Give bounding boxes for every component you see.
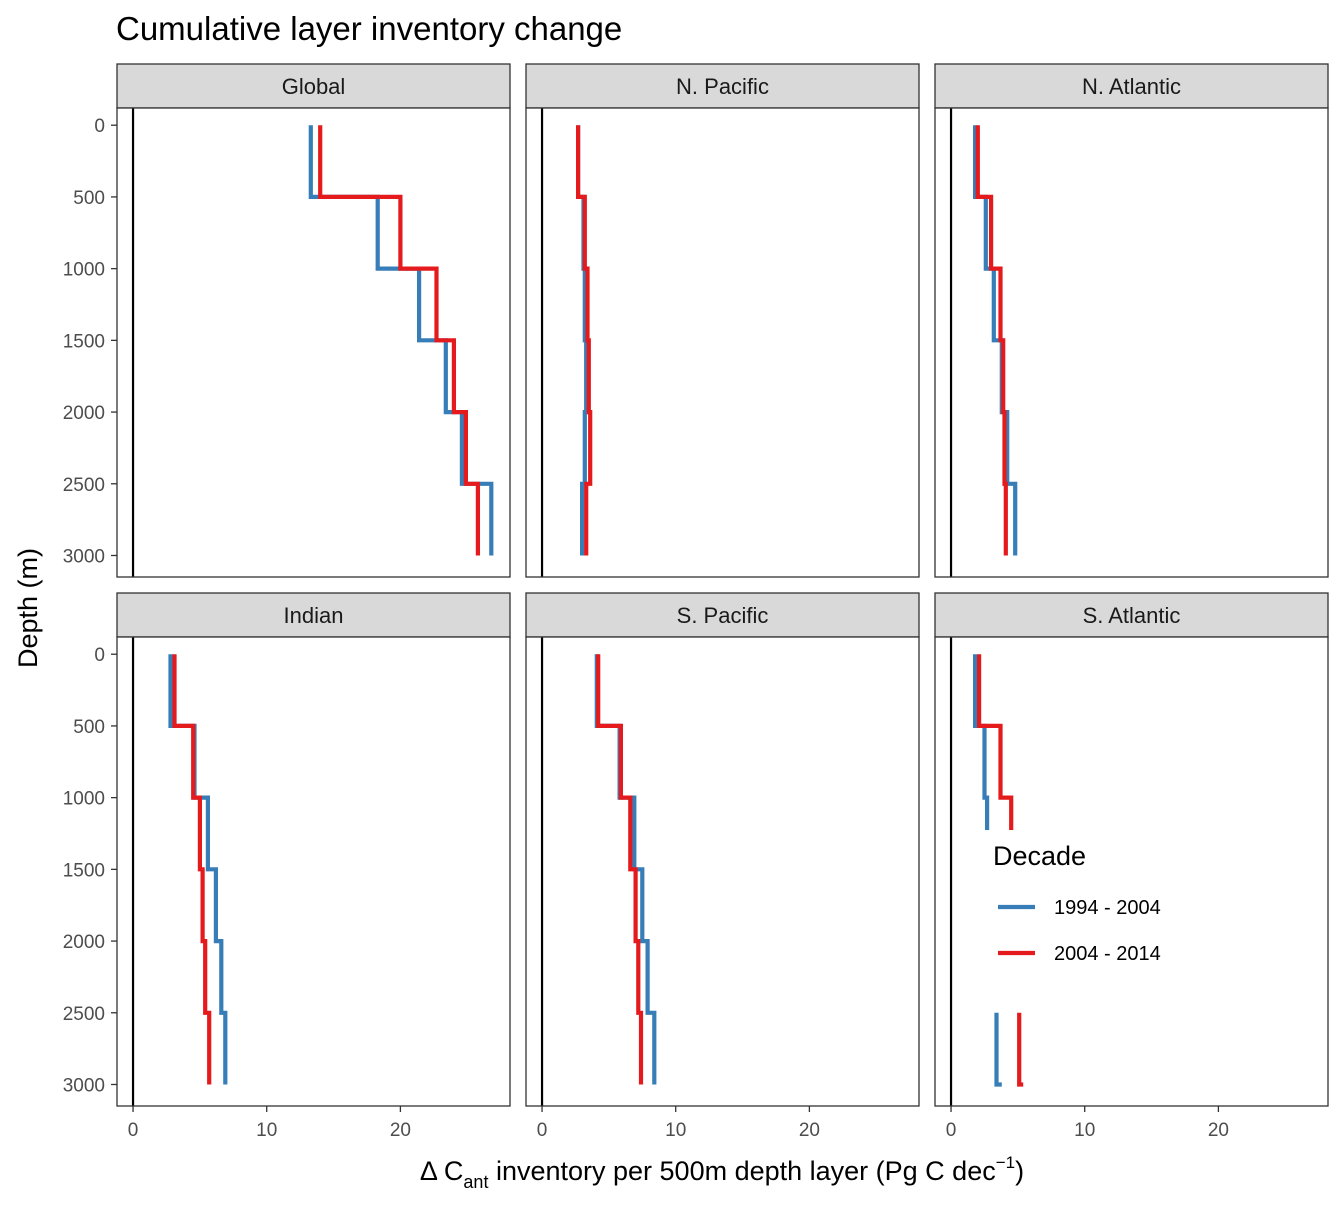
y-tick-label: 1500 [63, 860, 105, 881]
x-axis-title-delta: Δ C [420, 1156, 464, 1186]
x-axis-title-end: ) [1015, 1156, 1024, 1186]
strip-s-pacific [525, 592, 920, 638]
x-tick-label: 20 [1208, 1120, 1229, 1141]
panel-background [526, 637, 919, 1106]
strip-n-pacific [525, 63, 920, 109]
series-line-2004-2014-0 [975, 125, 1008, 556]
panel-n-pacific: N. Pacific [525, 63, 920, 578]
x-tick-label: 10 [665, 1120, 686, 1141]
y-tick-label: 3000 [63, 546, 105, 567]
x-axis-title-main: inventory per 500m depth layer (Pg C dec [488, 1156, 995, 1186]
legend-label: 2004 - 2014 [1054, 943, 1161, 965]
y-tick-label: 2000 [63, 932, 105, 953]
panel-indian: Indian 0 500 1000 1500 2000 2500 3000 0 10 20 [63, 592, 511, 1141]
series-line-1994-2004-0 [973, 654, 990, 870]
series-line-2004-2014-0 [977, 654, 1014, 870]
series-line-2004-2014-0 [596, 654, 644, 1085]
panel-s-pacific: S. Pacific 0 10 20 [525, 592, 920, 1141]
x-tick-label: 0 [946, 1120, 957, 1141]
panel-n-atlantic: N. Atlantic [934, 63, 1329, 578]
series-line-2004-2014-0 [576, 125, 593, 556]
y-tick-label: 0 [94, 645, 105, 666]
series-line-2004-2014-0 [318, 125, 480, 556]
y-axis-title: Depth (m) [13, 548, 43, 668]
y-tick-label: 1500 [63, 331, 105, 352]
strip-global [116, 63, 511, 109]
strip-s-atlantic [934, 592, 1329, 638]
panel-background [117, 108, 510, 577]
x-tick-label: 0 [537, 1120, 548, 1141]
x-axis-title-subscript: ant [463, 1172, 488, 1192]
y-tick-label: 1000 [63, 260, 105, 281]
panel-background [935, 108, 1328, 577]
x-axis-title: Δ Cant inventory per 500m depth layer (P… [420, 1153, 1024, 1192]
legend-title: Decade [993, 841, 1086, 871]
chart-title: Cumulative layer inventory change [116, 10, 622, 47]
legend-label: 1994 - 2004 [1054, 897, 1161, 919]
panel-border [525, 636, 920, 1107]
strip-label: S. Pacific [677, 603, 769, 628]
y-tick-label: 500 [73, 188, 105, 209]
panel-background [526, 108, 919, 577]
strip-label: S. Atlantic [1083, 603, 1181, 628]
strip-label: Indian [284, 603, 344, 628]
series-line-2004-2014-1 [1017, 1012, 1024, 1087]
strip-label: N. Pacific [676, 74, 769, 99]
y-tick-label: 0 [94, 116, 105, 137]
y-tick-label: 2500 [63, 475, 105, 496]
x-tick-label: 10 [1074, 1120, 1095, 1141]
panel-border [116, 107, 511, 578]
panel-border [116, 636, 511, 1107]
y-tick-label: 3000 [63, 1075, 105, 1096]
y-tick-label: 2000 [63, 403, 105, 424]
strip-label: Global [282, 74, 346, 99]
series-line-1994-2004-1 [994, 1012, 1002, 1087]
x-tick-label: 20 [390, 1120, 411, 1141]
x-axis-title-superscript: −1 [996, 1153, 1015, 1172]
strip-n-atlantic [934, 63, 1329, 109]
x-tick-label: 20 [799, 1120, 820, 1141]
y-tick-label: 2500 [63, 1004, 105, 1025]
panel-border [525, 107, 920, 578]
panel-global: Global 0 500 1000 1500 2000 2500 3000 [63, 63, 511, 578]
strip-indian [116, 592, 511, 638]
y-tick-label: 1000 [63, 789, 105, 810]
panel-border [934, 107, 1329, 578]
strip-label: N. Atlantic [1082, 74, 1181, 99]
y-tick-label: 500 [73, 717, 105, 738]
panel-background [117, 637, 510, 1106]
panel-border [934, 636, 1329, 1107]
series-line-2004-2014-0 [172, 654, 212, 1085]
x-tick-label: 0 [128, 1120, 139, 1141]
x-tick-label: 10 [256, 1120, 277, 1141]
legend: Decade 1994 - 2004 2004 - 2014 [960, 830, 1200, 980]
